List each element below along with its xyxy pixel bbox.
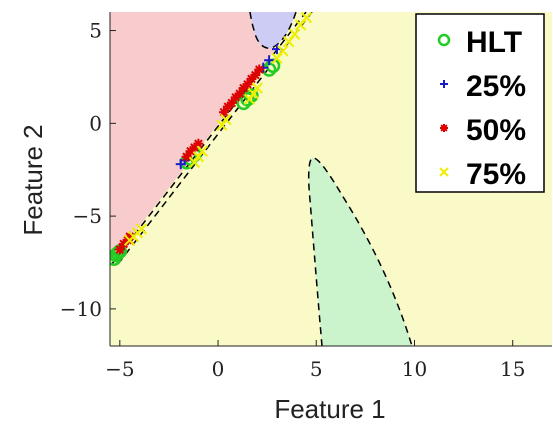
x-tick-label: 5 <box>310 357 323 381</box>
x-ticks: −5 0 5 10 15 <box>105 340 525 381</box>
data-points <box>110 12 313 267</box>
point-cross-16 <box>294 19 307 31</box>
point-cross-15 <box>288 28 301 40</box>
point-asterisk-17 <box>254 64 265 75</box>
y-tick-label: −10 <box>60 297 102 321</box>
point-circle-7 <box>236 95 251 111</box>
point-cross-5 <box>192 151 205 163</box>
legend-box <box>415 13 545 193</box>
legend-marker-plus <box>440 80 448 88</box>
region-red <box>110 12 275 262</box>
legend-marker-cross <box>439 167 449 177</box>
point-cross-3 <box>135 223 148 235</box>
point-cross-13 <box>277 45 289 57</box>
legend-label: HLT <box>466 26 522 59</box>
point-cross-11 <box>251 82 264 94</box>
x-tick-label: 10 <box>402 357 427 381</box>
y-tick-label: −5 <box>73 204 102 228</box>
x-tick-label: 15 <box>500 357 525 381</box>
y-tick-label: 0 <box>89 111 102 135</box>
region-blue <box>250 12 296 49</box>
point-asterisk-16 <box>250 70 261 81</box>
point-cross-14 <box>283 35 295 48</box>
point-circle-8 <box>240 91 255 107</box>
point-asterisk-12 <box>234 88 245 99</box>
point-cross-6 <box>196 145 209 157</box>
legend-label: 25% <box>466 70 526 103</box>
y-ticks: 5 0 −5 −10 <box>60 19 116 321</box>
legend-marker-asterisk <box>440 124 448 132</box>
point-cross-4 <box>188 156 201 169</box>
point-cross-9 <box>243 93 256 105</box>
legend-label: 75% <box>466 158 526 191</box>
point-cross-10 <box>247 87 260 100</box>
point-cross-12 <box>271 52 283 65</box>
y-tick-label: 5 <box>89 19 102 43</box>
region-green <box>308 157 412 346</box>
legend-label: 50% <box>466 114 526 147</box>
y-axis-label: Feature 2 <box>18 124 48 235</box>
point-cross-8 <box>220 113 232 126</box>
boundary-blue <box>249 12 297 49</box>
point-asterisk-14 <box>242 79 253 90</box>
x-tick-label: −5 <box>105 357 134 381</box>
point-asterisk-10 <box>226 97 237 108</box>
point-asterisk-0 <box>114 244 125 255</box>
legend: HLT 25% 50% 75% <box>415 13 545 193</box>
x-tick-label: 0 <box>212 357 225 381</box>
point-cross-7 <box>216 119 228 131</box>
point-plus-3 <box>264 55 275 66</box>
x-axis-label: Feature 1 <box>274 394 385 424</box>
point-asterisk-4 <box>181 151 192 162</box>
legend-marker-circle <box>437 33 451 47</box>
point-cross-17 <box>300 12 313 24</box>
